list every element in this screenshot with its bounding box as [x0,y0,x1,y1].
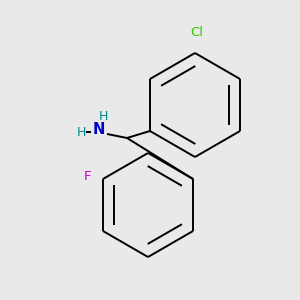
Text: H: H [76,125,86,139]
Text: H: H [98,110,108,122]
Text: N: N [93,122,105,137]
Text: Cl: Cl [190,26,203,39]
Text: F: F [83,170,91,184]
